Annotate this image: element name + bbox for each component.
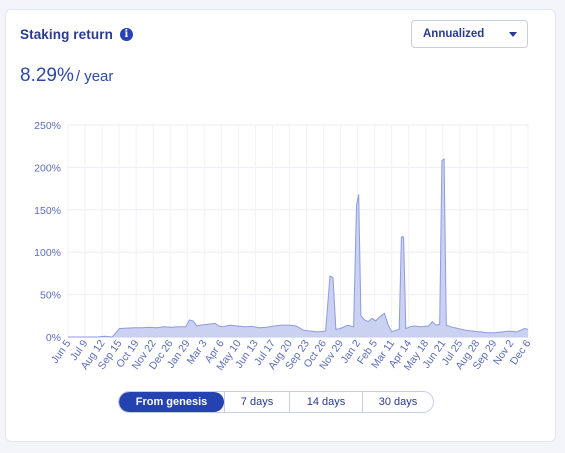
period-dropdown[interactable]: Annualized (411, 20, 528, 48)
series-area (68, 158, 528, 337)
tab-7-days[interactable]: 7 days (224, 392, 289, 412)
tab-from-genesis[interactable]: From genesis (119, 392, 224, 412)
y-tick-label: 150% (34, 205, 61, 217)
return-value: 8.29% (20, 65, 74, 86)
card-title: Staking return (20, 27, 113, 42)
dropdown-selected: Annualized (423, 28, 485, 40)
y-tick-label: 0% (46, 332, 61, 344)
range-tabs: From genesis 7 days 14 days 30 days (118, 391, 434, 413)
info-icon[interactable]: i (119, 28, 133, 41)
y-tick-label: 100% (34, 247, 61, 259)
tab-30-days[interactable]: 30 days (362, 392, 433, 412)
title-row: Staking return i (20, 27, 133, 42)
y-tick-label: 250% (34, 120, 61, 132)
chevron-down-icon (509, 31, 517, 37)
y-tick-label: 200% (34, 162, 61, 174)
series-line (68, 157, 529, 338)
y-tick-label: 50% (40, 290, 61, 302)
return-unit: / year (75, 68, 114, 85)
tab-14-days[interactable]: 14 days (289, 392, 362, 412)
staking-return-card (5, 9, 556, 442)
return-summary: 8.29% / year (20, 65, 113, 87)
